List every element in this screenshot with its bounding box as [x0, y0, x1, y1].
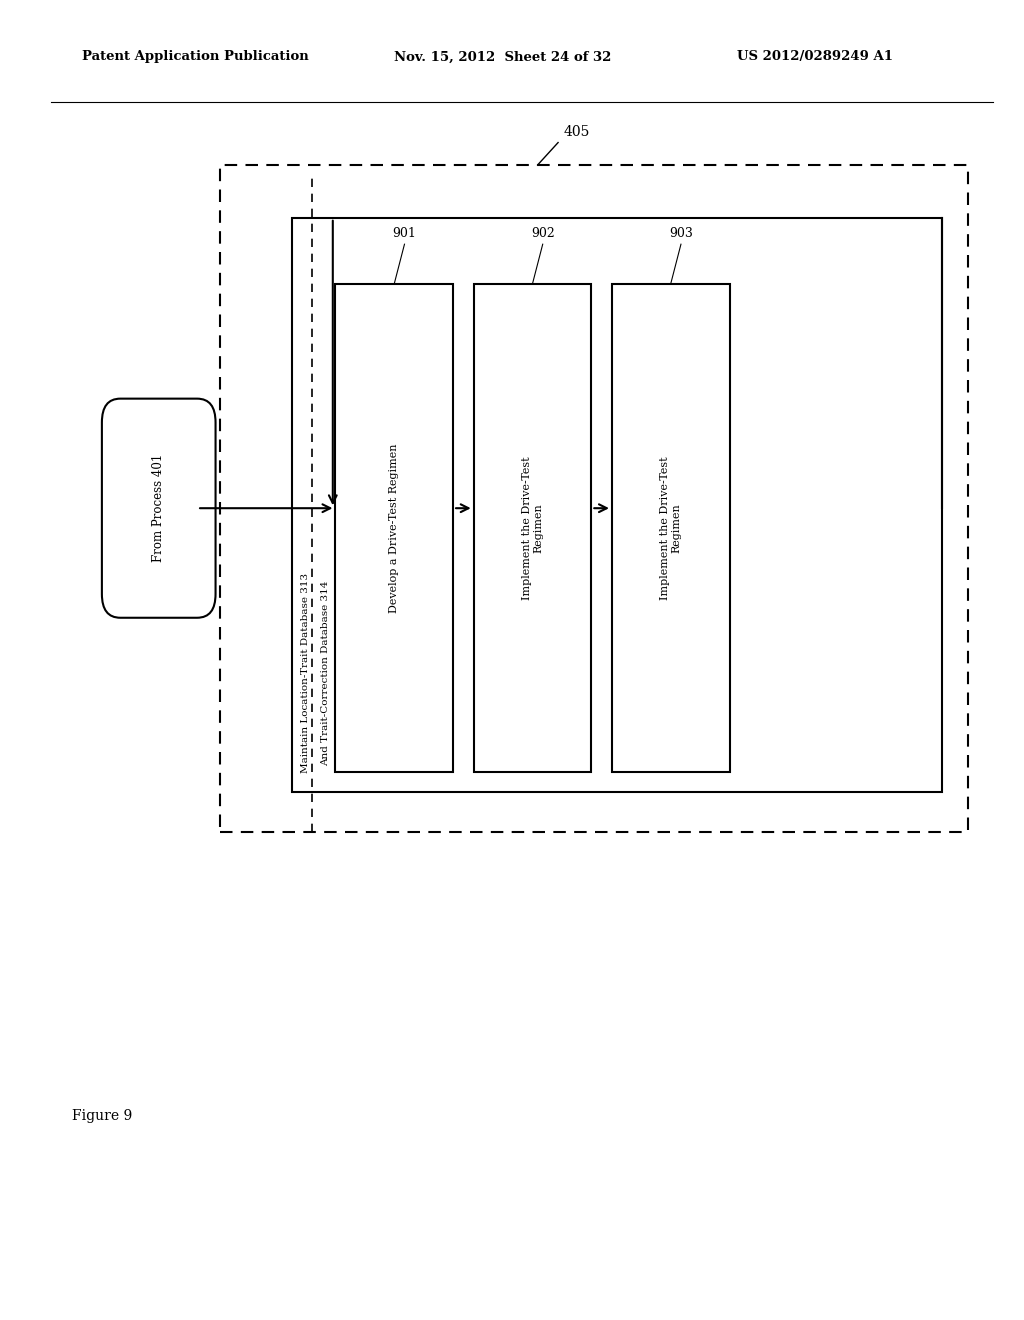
- Text: And Trait-Correction Database 314: And Trait-Correction Database 314: [322, 581, 330, 766]
- Text: Maintain Location-Trait Database 313: Maintain Location-Trait Database 313: [301, 573, 309, 774]
- Bar: [612, 284, 729, 772]
- Bar: [336, 284, 453, 772]
- Text: Nov. 15, 2012  Sheet 24 of 32: Nov. 15, 2012 Sheet 24 of 32: [394, 50, 611, 63]
- Text: Implement the Drive-Test
Regimen: Implement the Drive-Test Regimen: [659, 457, 682, 599]
- Text: 903: 903: [669, 227, 693, 240]
- Text: US 2012/0289249 A1: US 2012/0289249 A1: [737, 50, 893, 63]
- Bar: [473, 284, 592, 772]
- Text: Patent Application Publication: Patent Application Publication: [82, 50, 308, 63]
- Text: Implement the Drive-Test
Regimen: Implement the Drive-Test Regimen: [521, 457, 544, 599]
- Text: 405: 405: [563, 124, 590, 139]
- Text: 901: 901: [392, 227, 417, 240]
- Bar: [292, 218, 942, 792]
- Text: From Process 401: From Process 401: [153, 454, 165, 562]
- Text: Develop a Drive-Test Regimen: Develop a Drive-Test Regimen: [389, 444, 399, 612]
- Text: Figure 9: Figure 9: [72, 1109, 132, 1123]
- Bar: [220, 165, 968, 832]
- FancyBboxPatch shape: [101, 399, 215, 618]
- Text: 902: 902: [530, 227, 555, 240]
